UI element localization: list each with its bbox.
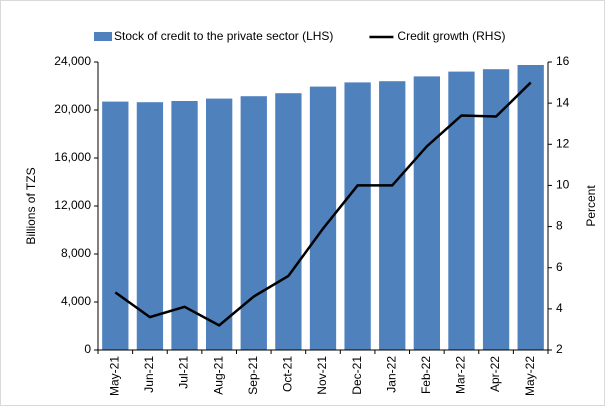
y2-tick-label: 16 (556, 54, 570, 68)
bar (136, 102, 164, 350)
y-tick-label: 20,000 (54, 102, 91, 116)
x-tick-label: Jul-21 (177, 356, 191, 389)
bar (517, 65, 544, 350)
x-tick-label: Apr-22 (488, 356, 502, 392)
x-tick-label: Aug-21 (211, 356, 225, 395)
y2-tick-label: 2 (556, 342, 563, 356)
y2-tick-label: 8 (556, 219, 563, 233)
y-tick-label: 4,000 (61, 294, 91, 308)
y-tick-label: 16,000 (54, 150, 91, 164)
bar (275, 93, 302, 350)
x-tick-label: May-21 (107, 356, 121, 396)
x-tick-label: Oct-21 (281, 356, 295, 392)
legend-swatch (94, 32, 112, 41)
x-tick-label: May-22 (523, 356, 537, 396)
y-tick-label: 8,000 (61, 246, 91, 260)
x-tick-label: Mar-22 (454, 356, 468, 394)
y-tick-label: 0 (84, 342, 91, 356)
legend-label: Credit growth (RHS) (397, 29, 505, 43)
y2-tick-label: 14 (556, 95, 570, 109)
y2-tick-label: 4 (556, 301, 563, 315)
y-tick-label: 12,000 (54, 198, 91, 212)
y2-tick-label: 12 (556, 136, 570, 150)
bar (413, 76, 440, 351)
x-tick-label: Nov-21 (315, 356, 329, 395)
x-tick-label: Sep-21 (246, 356, 260, 395)
y2-axis-label: Percent (584, 185, 598, 227)
x-tick-label: Dec-21 (350, 356, 364, 395)
x-tick-label: Jan-22 (384, 356, 398, 393)
x-tick-label: Feb-22 (419, 356, 433, 394)
y2-tick-label: 6 (556, 260, 563, 274)
bar (102, 101, 129, 350)
bar (379, 81, 406, 350)
bar (344, 82, 371, 351)
bar (448, 71, 475, 350)
bar (240, 96, 267, 350)
x-tick-label: Jun-21 (142, 356, 156, 393)
bar (482, 69, 510, 350)
legend-label: Stock of credit to the private sector (L… (114, 29, 333, 43)
line (114, 81, 532, 327)
y-axis-label: Billions of TZS (24, 167, 38, 244)
y2-tick-label: 10 (556, 178, 570, 192)
y-tick-label: 24,000 (54, 54, 91, 68)
bar (206, 98, 233, 350)
